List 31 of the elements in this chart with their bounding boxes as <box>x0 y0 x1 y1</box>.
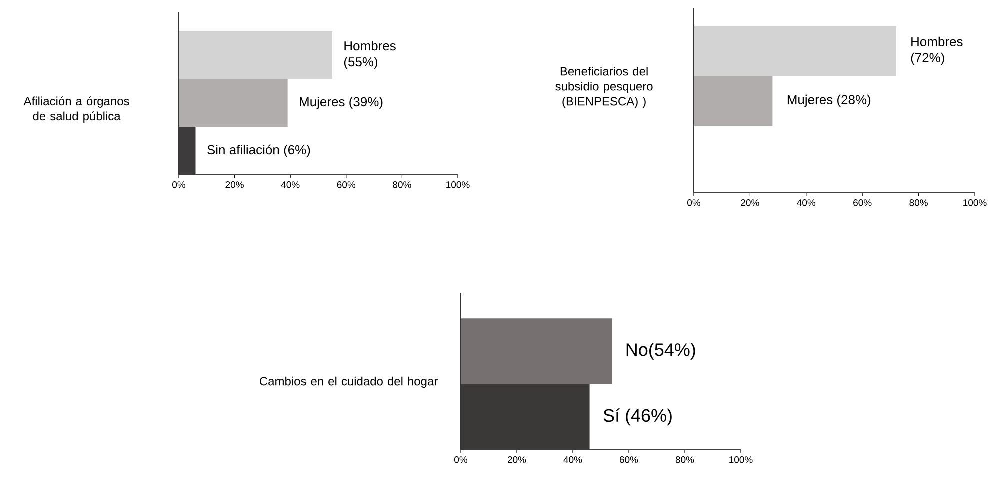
x-tick-label: 20% <box>508 456 526 464</box>
x-tick-label: 40% <box>564 456 582 464</box>
x-tick-label: 100% <box>964 200 987 206</box>
data-label: Hombres (55%) <box>344 41 396 70</box>
data-label: Mujeres (28%) <box>788 94 871 108</box>
data-label: Sí (46%) <box>604 408 672 426</box>
x-tick-label: 60% <box>854 200 872 206</box>
x-tick-label: 0% <box>172 182 186 188</box>
x-tick-label: 40% <box>797 200 816 206</box>
x-tick-label: 0% <box>454 456 468 464</box>
x-tick-label: 60% <box>620 456 638 464</box>
x-tick-label: 20% <box>226 182 244 188</box>
y-axis-title: Beneficiarios del subsidio pesquero (BIENPESCA) ) <box>556 66 653 108</box>
y-axis-title: Cambios en el cuidado del hogar <box>260 376 438 388</box>
x-tick-label: 80% <box>393 182 412 188</box>
x-tick-label: 100% <box>446 182 470 188</box>
x-tick-label: 80% <box>676 456 694 464</box>
y-axis-title: Afiliación a órganos de salud pública <box>24 96 130 123</box>
data-label: Sin afiliación (6%) <box>208 144 310 158</box>
bar <box>179 31 332 80</box>
x-tick-label: 20% <box>741 200 760 206</box>
x-tick-label: 100% <box>730 456 753 464</box>
data-label: Hombres (72%) <box>911 36 963 66</box>
x-tick-label: 60% <box>337 182 356 188</box>
x-tick-label: 80% <box>910 200 928 206</box>
bar <box>179 127 196 175</box>
x-tick-label: 0% <box>688 200 701 206</box>
x-tick-label: 40% <box>281 182 300 188</box>
data-label: Mujeres (39%) <box>300 97 383 110</box>
data-label: No(54%) <box>626 343 696 360</box>
bar <box>179 79 288 128</box>
